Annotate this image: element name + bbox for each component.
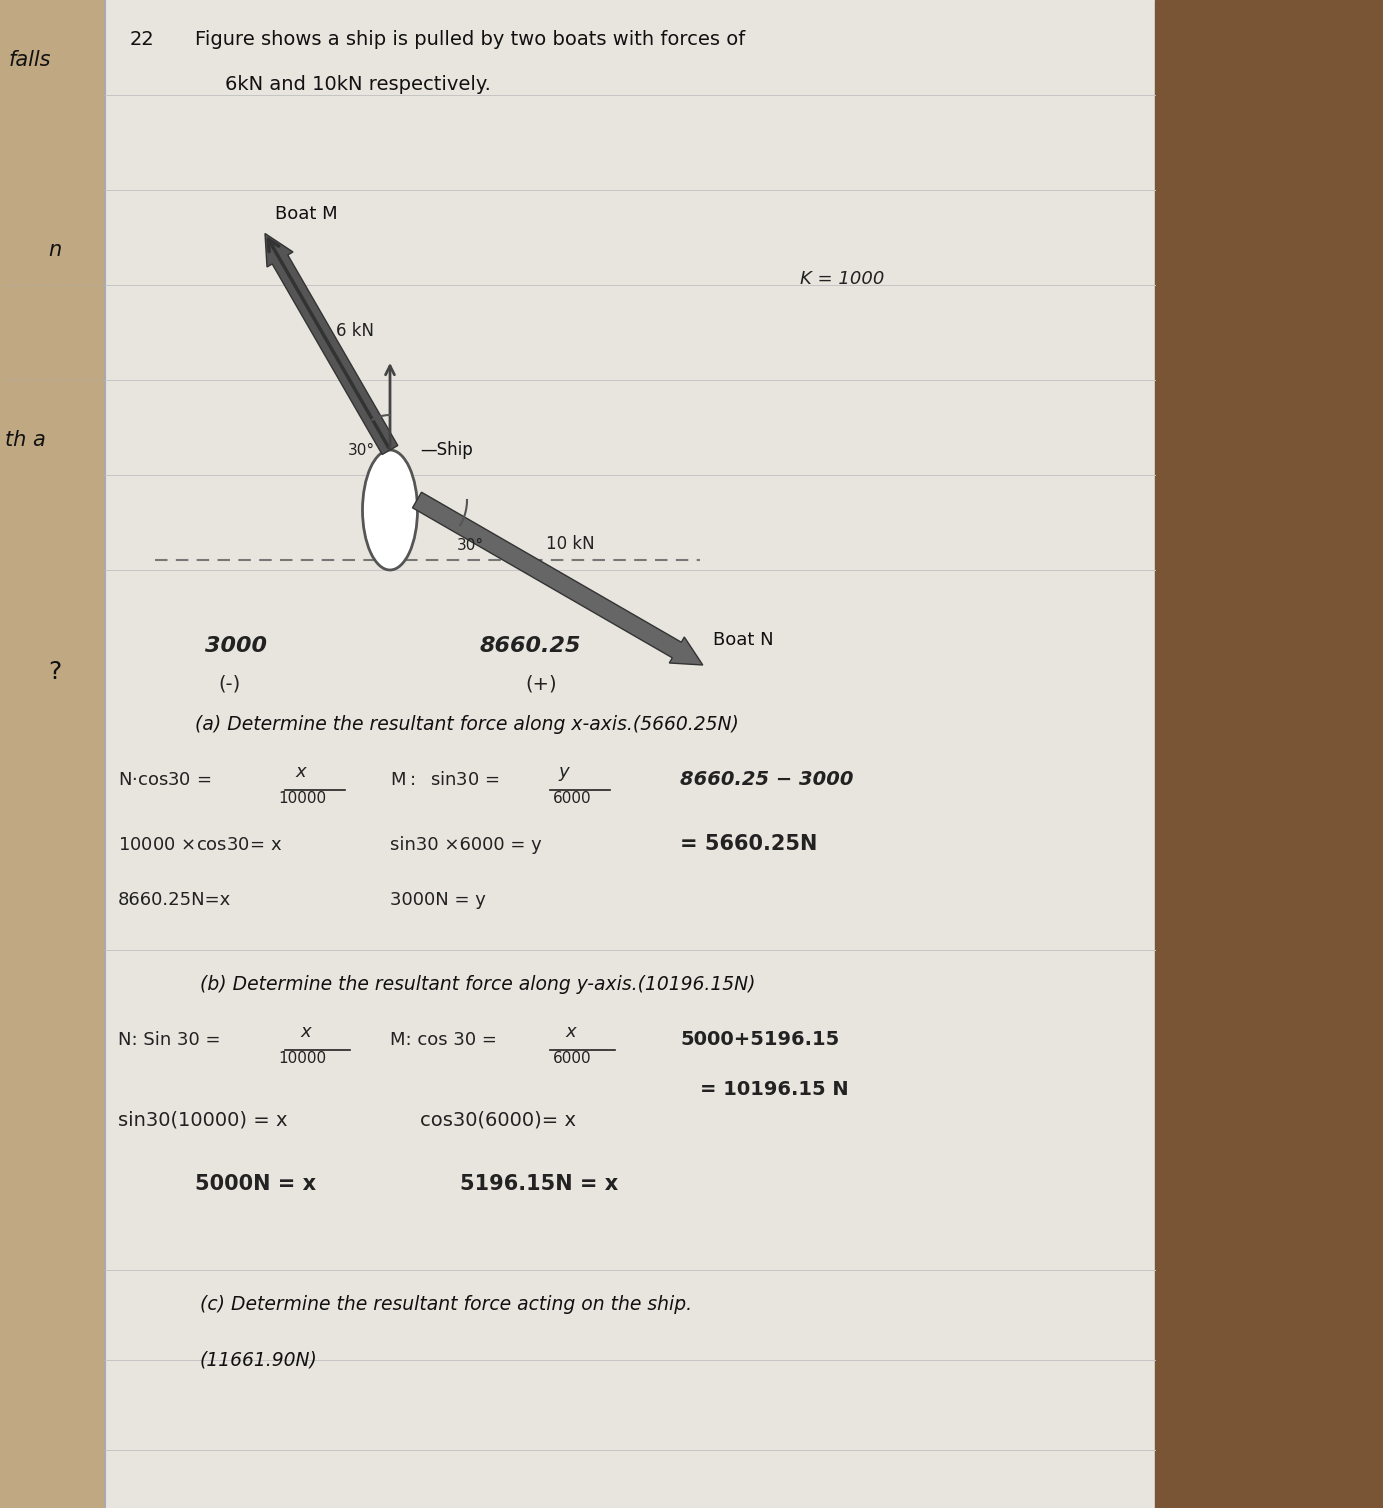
Text: 30°: 30° bbox=[349, 443, 375, 458]
Text: 10000: 10000 bbox=[278, 1051, 326, 1066]
Text: y: y bbox=[557, 763, 568, 781]
Text: 3000N = y: 3000N = y bbox=[390, 891, 485, 909]
Text: K = 1000: K = 1000 bbox=[799, 270, 884, 288]
Text: 10000 $\times$cos30= x: 10000 $\times$cos30= x bbox=[118, 835, 282, 854]
Text: (+): (+) bbox=[526, 676, 556, 694]
Text: 10 kN: 10 kN bbox=[546, 535, 595, 553]
Text: sin30 ×6000 = y: sin30 ×6000 = y bbox=[390, 835, 542, 854]
Text: 8660.25N=x: 8660.25N=x bbox=[118, 891, 231, 909]
Text: (a) Determine the resultant force along x-axis.(5660.25N): (a) Determine the resultant force along … bbox=[195, 715, 739, 734]
Text: 6000: 6000 bbox=[553, 792, 592, 805]
Text: Boat N: Boat N bbox=[712, 630, 773, 648]
Text: 6kN and 10kN respectively.: 6kN and 10kN respectively. bbox=[225, 75, 491, 93]
Text: 10000: 10000 bbox=[278, 792, 326, 805]
Text: 6 kN: 6 kN bbox=[336, 321, 375, 339]
Text: 5000N = x: 5000N = x bbox=[195, 1175, 317, 1194]
Text: (-): (-) bbox=[219, 676, 241, 694]
Text: M$\mathit{:}$  sin30 =: M$\mathit{:}$ sin30 = bbox=[390, 771, 499, 789]
Ellipse shape bbox=[362, 449, 418, 570]
Text: x: x bbox=[300, 1022, 311, 1041]
Bar bbox=[1155, 0, 1383, 1508]
Text: —Ship: —Ship bbox=[420, 440, 473, 458]
Text: N$\cdot$cos$\mathit{30}$ =: N$\cdot$cos$\mathit{30}$ = bbox=[118, 771, 212, 789]
Text: M: cos 30 =: M: cos 30 = bbox=[390, 1031, 496, 1050]
Text: cos30(6000)= x: cos30(6000)= x bbox=[420, 1110, 575, 1129]
Text: x: x bbox=[566, 1022, 575, 1041]
Text: falls: falls bbox=[8, 50, 51, 69]
Text: 3000: 3000 bbox=[205, 636, 267, 656]
Text: (b) Determine the resultant force along y-axis.(10196.15N): (b) Determine the resultant force along … bbox=[201, 976, 755, 994]
Text: Figure shows a ship is pulled by two boats with forces of: Figure shows a ship is pulled by two boa… bbox=[195, 30, 745, 48]
Text: (11661.90N): (11661.90N) bbox=[201, 1350, 318, 1369]
Text: N: Sin 30 =: N: Sin 30 = bbox=[118, 1031, 220, 1050]
Text: 5196.15N = x: 5196.15N = x bbox=[461, 1175, 618, 1194]
Text: th a: th a bbox=[4, 430, 46, 449]
Text: = 10196.15 N: = 10196.15 N bbox=[700, 1080, 849, 1099]
Text: n: n bbox=[48, 240, 62, 259]
Text: sin30(10000) = x: sin30(10000) = x bbox=[118, 1110, 288, 1129]
Text: 8660.25: 8660.25 bbox=[480, 636, 581, 656]
FancyArrow shape bbox=[266, 234, 398, 454]
Text: 6000: 6000 bbox=[553, 1051, 592, 1066]
Text: 30°: 30° bbox=[456, 538, 484, 553]
Text: Boat M: Boat M bbox=[275, 205, 337, 223]
Text: x: x bbox=[295, 763, 306, 781]
Text: (c) Determine the resultant force acting on the ship.: (c) Determine the resultant force acting… bbox=[201, 1295, 692, 1313]
Bar bbox=[0, 0, 105, 1508]
Text: 8660.25 − 3000: 8660.25 − 3000 bbox=[680, 771, 853, 789]
Text: ?: ? bbox=[48, 661, 62, 685]
Text: = 5660.25N: = 5660.25N bbox=[680, 834, 817, 854]
Text: 5000+5196.15: 5000+5196.15 bbox=[680, 1030, 839, 1050]
Bar bbox=[105, 0, 1155, 1508]
Text: 22: 22 bbox=[130, 30, 155, 48]
FancyArrow shape bbox=[412, 492, 703, 665]
